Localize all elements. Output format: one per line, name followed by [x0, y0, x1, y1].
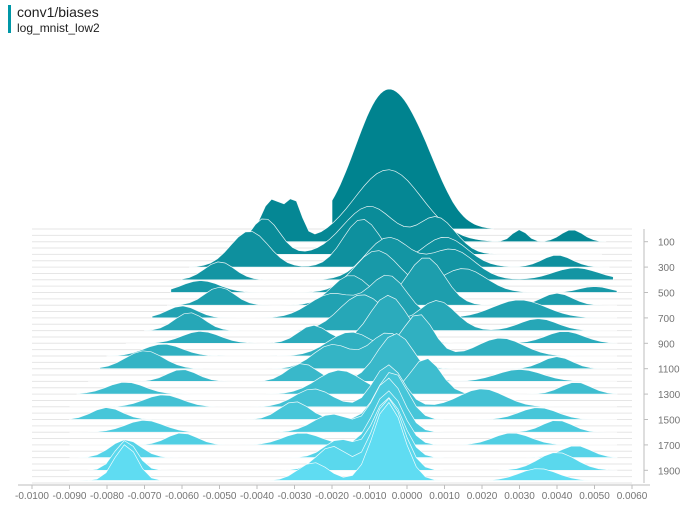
x-tick-label: 0.0010 [429, 491, 460, 502]
histogram-slice[interactable] [69, 377, 618, 433]
y-tick-label: 1100 [658, 365, 680, 376]
x-tick-label: 0.0030 [504, 491, 535, 502]
chart-title: conv1/biases [17, 4, 99, 20]
x-tick-label: -0.0050 [203, 491, 237, 502]
y-tick-label: 1900 [658, 466, 681, 477]
histogram-slice[interactable] [69, 364, 618, 408]
y-tick-label: 100 [658, 238, 675, 249]
run-name: log_mnist_low2 [17, 21, 100, 35]
x-tick-label: -0.0100 [15, 491, 49, 502]
histogram-slice[interactable] [88, 333, 617, 382]
y-tick-label: 1500 [658, 416, 681, 427]
y-tick-label: 1700 [658, 441, 681, 452]
histogram-slice[interactable] [99, 332, 618, 370]
y-tick-label: 900 [658, 339, 675, 350]
x-tick-label: -0.0060 [165, 491, 199, 502]
histogram-slice[interactable] [151, 274, 618, 319]
y-axis: 100 300 500 700 900 1100 1300 1500 1700 1900 [643, 229, 681, 483]
y-tick-label: 700 [658, 314, 675, 325]
histogram-series [69, 88, 618, 481]
y-tick-label: 1300 [658, 390, 681, 401]
x-tick-label: -0.0070 [128, 491, 162, 502]
accent-bar [8, 5, 11, 33]
x-tick-label: -0.0080 [90, 491, 124, 502]
x-tick-label: -0.0090 [53, 491, 87, 502]
x-tick-label: 0.0000 [392, 491, 423, 502]
histogram-slice[interactable] [106, 314, 617, 357]
x-tick-label: -0.0010 [353, 491, 387, 502]
x-tick-label: -0.0030 [278, 491, 312, 502]
histogram-slice[interactable] [69, 401, 618, 481]
histogram-slice[interactable] [125, 294, 618, 344]
x-tick-label: 0.0060 [617, 491, 648, 502]
x-tick-label: -0.0020 [315, 491, 349, 502]
histogram-slice[interactable] [76, 358, 618, 395]
histogram-slice[interactable] [234, 169, 607, 243]
histogram-slice[interactable] [181, 236, 614, 281]
y-tick-label: 300 [658, 263, 675, 274]
x-tick-label: 0.0040 [542, 491, 573, 502]
x-tick-label: 0.0020 [467, 491, 498, 502]
x-tick-label: -0.0040 [240, 491, 274, 502]
histogram-slice[interactable] [230, 206, 602, 255]
y-tick-label: 500 [658, 289, 675, 300]
x-axis: -0.0100 -0.0090 -0.0080 -0.0070 -0.0060 -0.00… [15, 484, 650, 502]
histogram-slice[interactable] [170, 250, 618, 293]
x-tick-label: 0.0050 [579, 491, 610, 502]
